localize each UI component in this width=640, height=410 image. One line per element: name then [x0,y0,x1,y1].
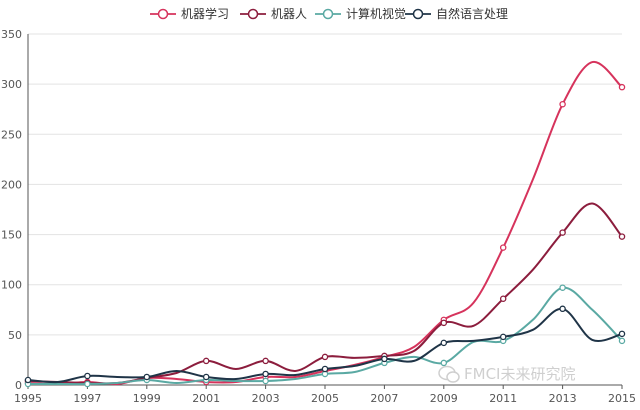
data-point [618,83,626,91]
y-tick-label: 150 [1,229,22,242]
legend-marker [322,8,334,20]
series-line-1 [27,61,623,386]
data-point [202,357,210,365]
data-point [440,339,448,347]
y-tick-label: 50 [8,329,22,342]
data-point [84,372,91,380]
legend-marker [247,8,259,20]
grid-lines [28,33,622,386]
x-tick-label: 2011 [489,392,517,405]
x-tick-label: 1995 [14,392,42,405]
data-point [499,333,507,341]
y-tick-label: 0 [15,379,22,392]
x-tick-label: 2003 [252,392,280,405]
x-tick-label: 2007 [370,392,398,405]
legend-item-2[interactable]: 机器人 [240,7,307,21]
data-point [559,305,566,313]
data-point [381,355,388,363]
data-point [499,244,507,251]
data-point [559,284,566,291]
legend-marker [157,8,169,20]
y-tick-label: 300 [1,78,22,91]
watermark: FMCI未来研究院 [438,365,575,383]
y-tick-label: 200 [1,178,22,191]
data-point [262,377,269,385]
data-point [618,330,626,338]
legend-item-4[interactable]: 自然语言处理 [405,6,508,21]
legend-label: 机器学习 [181,6,229,21]
x-tick-label: 2009 [430,392,458,405]
x-tick-label: 2001 [192,392,220,405]
x-tick-label: 2015 [608,392,636,405]
legend-label: 自然语言处理 [436,6,508,21]
legend-item-3[interactable]: 计算机视觉 [315,6,406,21]
watermark-text: FMCI未来研究院 [464,365,575,383]
y-tick-label: 100 [1,279,22,292]
legend-label: 机器人 [271,7,307,21]
data-point [24,376,32,384]
x-tick-label: 2005 [311,392,339,405]
legend-item-1[interactable]: 机器学习 [150,6,229,21]
wechat-icon [438,365,460,383]
data-point [440,359,448,367]
legend-label: 计算机视觉 [346,6,406,21]
legend-marker [412,8,424,20]
legend[interactable]: 机器学习 机器人 计算机视觉 自然语言处理 [150,6,508,21]
data-point [559,229,566,236]
x-tick-label: 1997 [73,392,101,405]
y-tick-label: 250 [1,128,22,141]
data-point [321,353,329,361]
data-point [202,373,210,381]
data-point [618,233,626,240]
x-tick-label: 2013 [549,392,577,405]
series-group [24,61,626,388]
data-point [618,337,626,345]
data-point [559,100,566,108]
data-point [321,365,329,373]
data-point [262,357,269,365]
x-tick-label: 1999 [133,392,161,405]
data-point [143,373,151,381]
y-tick-label: 350 [1,28,22,41]
axes: 0 50 100 150 200 250 300 350 1995 1997 1999 2001 200… [1,28,636,405]
data-point [499,295,507,303]
data-point [262,370,269,378]
data-point [440,319,448,327]
data-point [84,380,91,388]
